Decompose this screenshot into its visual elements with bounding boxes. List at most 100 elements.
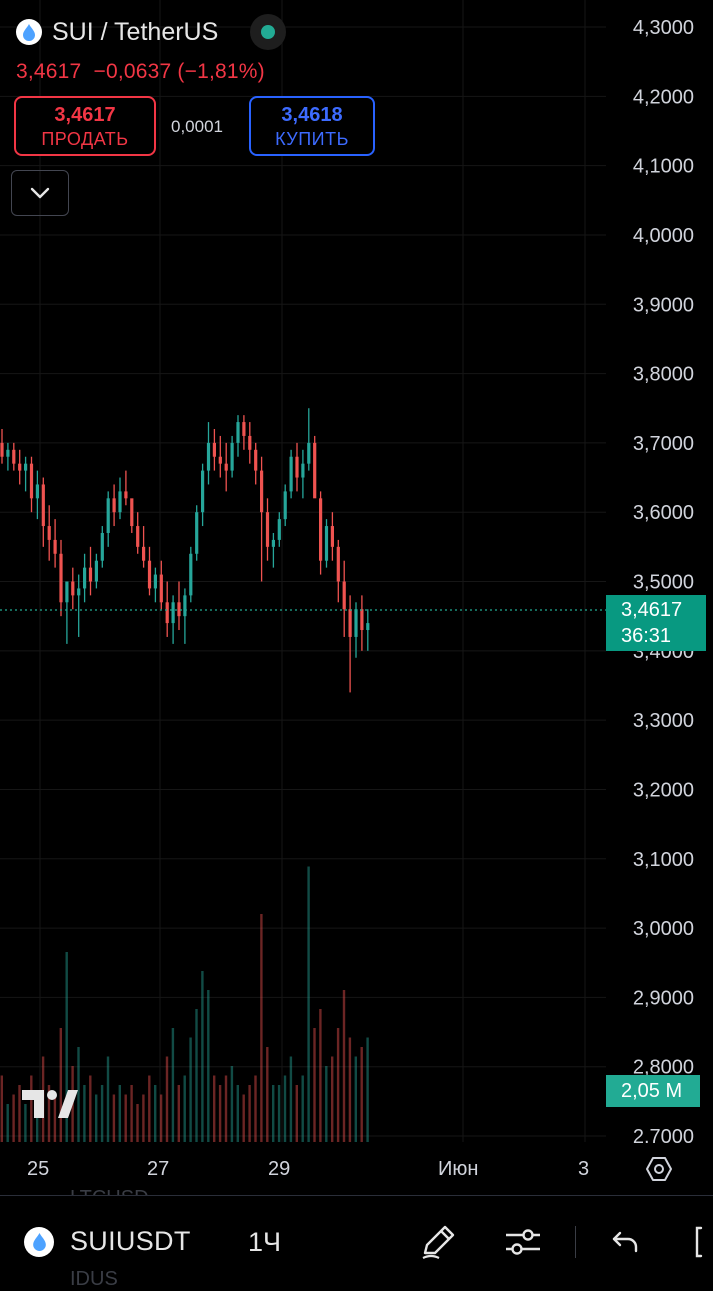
candle-body [35,484,39,499]
chart-settings-button[interactable] [645,1155,673,1188]
candle-body [307,442,311,464]
candle-body [41,484,45,527]
volume-bar [266,1047,269,1142]
volume-bar [207,990,210,1142]
fullscreen-icon [695,1226,703,1258]
settings-hexagon-icon [646,1157,672,1181]
price-tick-label: 3,0000 [633,918,694,940]
buy-label: КУПИТЬ [275,129,349,149]
volume-bar [230,1066,234,1142]
candle-body [230,442,234,471]
bar-countdown: 36:31 [621,625,672,647]
volume-bar [348,1037,352,1142]
volume-bar [165,1056,169,1142]
candle-body [242,422,246,436]
candle-body [330,526,334,547]
volume-bar [118,1085,121,1142]
candle-body [106,498,110,533]
candle-body [189,553,193,596]
indicators-button[interactable] [503,1222,543,1262]
volume-bar [213,1075,216,1142]
candle-body [324,526,329,561]
candle-body [254,449,258,471]
volume-bar [283,1075,287,1142]
current-price-tag: 3,4617 36:31 [606,595,706,651]
volume-bar [136,1104,139,1142]
bottom-toolbar [0,1196,713,1280]
price-axis: 4,3000 4,2000 4,1000 4,0000 3,9000 3,8000 3,70… [633,17,694,1148]
candle-body [77,588,81,596]
candle-body [88,567,93,582]
candle-body [201,470,205,513]
bottom-divider [0,1195,713,1196]
undo-button[interactable] [605,1222,645,1262]
volume-bar [47,1085,51,1142]
volume-bar [295,1085,298,1142]
volume-bar [366,1037,369,1142]
time-label-3: 29 [268,1158,291,1180]
price-tick-label: 3,9000 [633,294,694,316]
volume-bar [154,1085,157,1142]
volume-bar [0,1075,4,1142]
candle-body [265,512,270,547]
volume-bar [354,1056,357,1142]
volume-bar [148,1075,151,1142]
candle-body [142,546,146,561]
candle-body [183,595,187,617]
drawing-tools-button[interactable] [418,1222,458,1262]
volume-tag: 2,05 M [606,1075,700,1107]
candle-body [224,463,228,471]
timeframe-selector[interactable]: 1Ч [248,1227,282,1257]
candle-body [112,498,116,513]
price-tick-label: 3,2000 [633,779,694,801]
price-tick-label: 2,8000 [633,1057,694,1079]
buy-button[interactable]: 3,4618 КУПИТЬ [249,96,375,156]
symbol-selector[interactable]: SUIUSDT [24,1226,191,1257]
market-open-dot[interactable] [250,14,287,50]
sell-button[interactable]: 3,4617 ПРОДАТЬ [14,96,156,156]
candle-body [348,609,352,637]
candle-body [0,442,4,457]
candle-body [65,581,69,603]
current-price-value: 3,4617 [621,599,683,621]
volume-bar [106,1056,110,1142]
volume-bar [248,1085,251,1142]
sliders-icon [506,1229,540,1255]
candle-body [71,581,75,596]
symbol-title: SUI / TetherUS [52,17,219,46]
chart-grid [0,0,606,1142]
candle-body [130,498,134,527]
candle-body [29,463,34,499]
candle-body [195,512,199,554]
candle-body [47,526,51,540]
price-tick-label: 3,3000 [633,710,694,732]
candle-body [165,602,169,624]
volume-bar [24,1104,27,1142]
candle-body [24,463,28,471]
pen-icon [422,1225,455,1259]
candles [0,408,370,693]
time-label-5: 3 [578,1158,590,1180]
candle-body [153,574,157,589]
volume-bar [189,1037,192,1142]
price-change-quote: 3,4617 −0,0637 (−1,81%) [16,60,265,83]
volume-bar [289,1056,293,1142]
volume-bar [277,1085,281,1142]
sell-price: 3,4617 [54,104,116,126]
symbol-header[interactable]: SUI / TetherUS [16,14,287,50]
volume-bar [177,1085,180,1142]
candle-body [360,609,364,631]
candle-body [53,539,57,554]
price-tick-label: 3,1000 [633,849,694,871]
candle-body [283,491,287,520]
candle-body [313,442,317,499]
candle-body [206,442,211,471]
fullscreen-button[interactable] [685,1222,713,1262]
candle-body [248,435,252,450]
price-tick-label: 3,5000 [633,572,694,594]
candle-body [366,623,370,631]
volume-bar [307,866,310,1142]
candle-body [100,532,104,561]
collapse-button[interactable] [11,170,69,216]
volume-bar [218,1085,222,1142]
